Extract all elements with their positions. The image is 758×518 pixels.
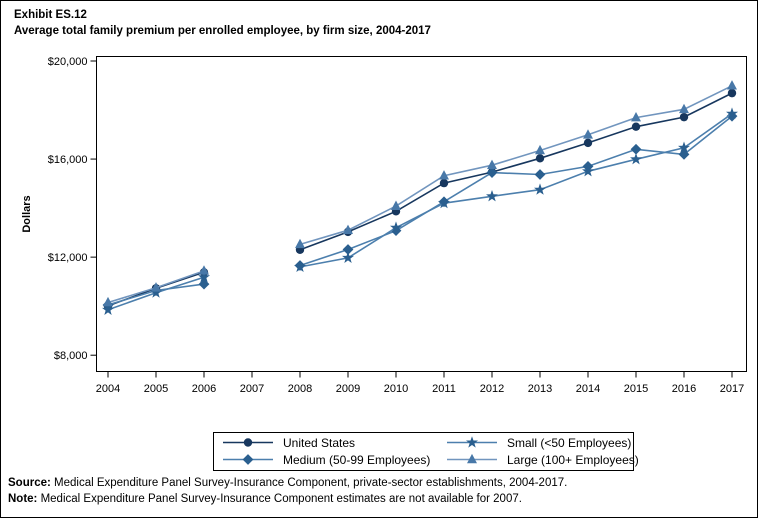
note-label: Note: — [8, 493, 38, 505]
data-point-triangle — [199, 265, 209, 275]
exhibit-number: Exhibit ES.12 — [14, 9, 87, 21]
data-point-triangle — [583, 129, 593, 139]
x-tick-label: 2013 — [528, 383, 552, 395]
triangle-legend-swatch — [447, 453, 497, 464]
x-tick-label: 2015 — [624, 383, 648, 395]
data-point-star — [486, 190, 498, 202]
data-point-star — [630, 153, 642, 165]
x-tick-label: 2011 — [432, 383, 456, 395]
note-text: Medical Expenditure Panel Survey-Insuran… — [37, 493, 522, 505]
data-point-circle — [535, 154, 545, 163]
data-point-triangle — [295, 238, 305, 249]
legend-label: United States — [283, 435, 356, 450]
x-tick-label: 2017 — [720, 383, 744, 395]
data-point-circle — [679, 112, 689, 122]
x-tick-label: 2010 — [384, 383, 408, 395]
data-point-star — [102, 303, 114, 315]
footnote-source: Source: Medical Expenditure Panel Survey… — [8, 475, 567, 491]
legend-label: Small (<50 Employees) — [507, 435, 632, 450]
data-point-diamond — [486, 167, 498, 178]
data-point-triangle — [679, 103, 689, 114]
data-point-diamond — [342, 244, 354, 255]
x-tick-label: 2012 — [480, 383, 504, 395]
data-point-circle — [631, 122, 641, 131]
data-point-star — [150, 286, 162, 298]
data-point-star — [726, 107, 738, 119]
legend-entry-small-50-employees: Small (<50 Employees) — [446, 435, 639, 450]
data-point-triangle — [727, 80, 737, 90]
data-point-star — [582, 165, 594, 177]
data-point-triangle — [439, 170, 449, 180]
data-point-triangle — [391, 200, 401, 210]
x-axis-ticks: 2004 2005 2006 2007 2008 2009 2010 2011 2012 2013… — [96, 371, 744, 395]
data-point-diamond — [390, 225, 402, 237]
data-point-star — [534, 183, 546, 195]
data-point-triangle — [535, 144, 545, 155]
x-tick-label: 2004 — [96, 383, 120, 395]
x-tick-label: 2009 — [336, 383, 360, 395]
source-label: Source: — [8, 477, 51, 489]
legend: United States Small (<50 Employees) Medium… — [213, 432, 639, 471]
x-tick-label: 2006 — [192, 383, 216, 395]
x-tick-label: 2016 — [672, 383, 696, 395]
source-text: Medical Expenditure Panel Survey-Insuran… — [50, 477, 568, 489]
data-point-diamond — [242, 454, 254, 465]
legend-label: Medium (50-99 Employees) — [283, 452, 431, 467]
data-point-star — [466, 436, 478, 448]
title-block: Exhibit ES.12 Average total family premi… — [14, 7, 431, 39]
data-point-triangle — [487, 159, 497, 169]
data-point-circle — [583, 138, 593, 148]
legend-entry-medium-50-99-employees: Medium (50-99 Employees) — [222, 452, 446, 467]
footnotes: Source: Medical Expenditure Panel Survey… — [8, 475, 567, 507]
footnote-note: Note: Medical Expenditure Panel Survey-I… — [8, 491, 567, 507]
data-point-triangle — [151, 282, 161, 292]
x-tick-label: 2007 — [240, 383, 264, 395]
data-point-circle — [727, 88, 737, 98]
data-point-triangle — [343, 224, 353, 234]
x-tick-label: 2008 — [288, 383, 312, 395]
y-tick-label: $16,000 — [48, 154, 88, 166]
data-point-diamond — [630, 143, 642, 155]
x-tick-label: 2014 — [576, 383, 600, 395]
data-point-star — [390, 221, 402, 233]
legend-entry-large-100-employees: Large (100+ Employees) — [446, 452, 639, 467]
series-small-50-employees — [102, 107, 738, 315]
page-title: Average total family premium per enrolle… — [14, 25, 431, 37]
data-point-circle — [243, 438, 253, 447]
data-point-diamond — [534, 169, 546, 180]
data-point-triangle — [467, 453, 477, 464]
data-point-star — [294, 260, 306, 273]
series-large-100-employees — [103, 80, 737, 307]
series-united-states — [103, 88, 737, 311]
x-tick-label: 2005 — [144, 383, 168, 395]
legend-entry-united-states: United States — [222, 435, 446, 450]
data-point-triangle — [631, 112, 641, 122]
data-point-star — [198, 270, 210, 283]
circle-legend-swatch — [223, 438, 273, 447]
y-tick-label: $8,000 — [54, 350, 88, 362]
data-point-diamond — [198, 278, 210, 290]
y-tick-label: $20,000 — [48, 56, 88, 68]
data-point-circle — [439, 178, 449, 188]
data-point-star — [438, 196, 450, 209]
data-point-star — [342, 251, 354, 263]
data-point-star — [678, 141, 690, 153]
y-tick-label: $12,000 — [48, 252, 88, 264]
series-medium-50-99-employees — [102, 110, 738, 311]
diamond-legend-swatch — [223, 454, 273, 465]
legend-label: Large (100+ Employees) — [507, 452, 639, 467]
star-legend-swatch — [447, 436, 497, 448]
plot-frame — [96, 56, 747, 372]
y-axis-ticks: $8,000 $12,000 $16,000 $20,000 — [48, 56, 97, 362]
data-point-triangle — [103, 296, 113, 307]
